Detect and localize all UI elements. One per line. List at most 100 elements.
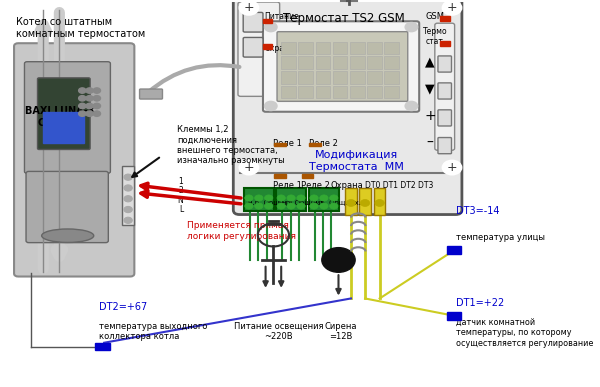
FancyBboxPatch shape	[438, 83, 451, 99]
Circle shape	[405, 22, 418, 32]
Circle shape	[124, 174, 132, 180]
Text: Питание: Питание	[265, 12, 299, 21]
Bar	[374, 188, 385, 214]
Bar	[333, 57, 347, 69]
Bar	[316, 42, 330, 55]
Bar	[447, 247, 461, 254]
Bar	[298, 57, 313, 69]
Circle shape	[277, 195, 286, 201]
Circle shape	[277, 203, 286, 209]
Circle shape	[79, 96, 86, 101]
Bar	[281, 86, 296, 98]
Bar	[281, 71, 296, 84]
Bar	[309, 188, 339, 211]
Bar	[263, 45, 272, 49]
Bar	[333, 86, 347, 98]
Circle shape	[329, 203, 338, 209]
Circle shape	[297, 203, 305, 209]
Bar	[43, 112, 85, 142]
Text: GSM: GSM	[425, 12, 445, 21]
Circle shape	[265, 101, 277, 111]
Circle shape	[310, 195, 318, 201]
Circle shape	[287, 195, 295, 201]
Text: Сир. Общ. Вх.: Сир. Общ. Вх.	[311, 199, 361, 206]
Text: н.р. Общ.н.з.: н.р. Общ.н.з.	[279, 199, 326, 206]
FancyBboxPatch shape	[435, 23, 455, 150]
Bar	[385, 71, 399, 84]
Text: +: +	[446, 1, 457, 14]
Ellipse shape	[41, 229, 94, 242]
Text: Сирена
=12В: Сирена =12В	[325, 322, 358, 341]
Bar	[281, 42, 296, 55]
Text: +: +	[424, 110, 436, 123]
Circle shape	[124, 217, 132, 223]
Circle shape	[287, 203, 295, 209]
Circle shape	[124, 196, 132, 202]
Circle shape	[86, 88, 93, 93]
Text: Охрана: Охрана	[265, 45, 295, 53]
Text: Клеммы 1,2
подключения
внешнего термостата,
изначально разомкнуты: Клеммы 1,2 подключения внешнего термоста…	[177, 125, 285, 165]
Text: +: +	[244, 161, 254, 174]
Bar	[385, 86, 399, 98]
Circle shape	[346, 200, 356, 206]
Text: +: +	[244, 1, 254, 14]
Bar	[447, 312, 461, 320]
Text: Реле 1: Реле 1	[274, 181, 302, 190]
Text: DT2=+67: DT2=+67	[99, 302, 147, 312]
Circle shape	[93, 88, 101, 93]
Text: 2: 2	[179, 186, 184, 195]
Text: температура выходного
коллектора котла: температура выходного коллектора котла	[99, 322, 208, 341]
FancyBboxPatch shape	[243, 38, 263, 57]
Bar	[350, 42, 365, 55]
Circle shape	[124, 206, 132, 212]
Bar	[316, 71, 330, 84]
Circle shape	[239, 161, 258, 175]
FancyBboxPatch shape	[26, 171, 109, 243]
Bar	[298, 86, 313, 98]
Circle shape	[443, 161, 461, 175]
Text: Питание освещения
~220В: Питание освещения ~220В	[234, 322, 323, 341]
FancyBboxPatch shape	[263, 21, 419, 112]
Bar	[350, 86, 365, 98]
FancyBboxPatch shape	[233, 0, 462, 214]
Circle shape	[245, 195, 253, 201]
Bar	[298, 71, 313, 84]
FancyBboxPatch shape	[238, 2, 280, 96]
Text: Применяется прямая
логики регулирования: Применяется прямая логики регулирования	[187, 221, 296, 241]
Circle shape	[86, 96, 93, 101]
Circle shape	[297, 195, 305, 201]
Text: датчик комнатной
температуры, по которому
осуществляется регулирование: датчик комнатной температуры, по котором…	[455, 318, 593, 348]
FancyBboxPatch shape	[438, 56, 451, 72]
Circle shape	[79, 111, 86, 116]
Text: BAXI LUNA-3
Comfort: BAXI LUNA-3 Comfort	[25, 106, 95, 128]
Circle shape	[375, 200, 385, 206]
Circle shape	[329, 195, 338, 201]
Text: Термостат TS2 GSM: Термостат TS2 GSM	[283, 12, 404, 25]
Circle shape	[86, 111, 93, 116]
Text: температура улицы: температура улицы	[455, 233, 545, 242]
Bar	[367, 86, 382, 98]
Bar	[263, 19, 272, 23]
Bar	[385, 42, 399, 55]
Circle shape	[254, 203, 263, 209]
Text: N: N	[178, 196, 184, 205]
Bar	[440, 41, 451, 46]
Text: ▼: ▼	[425, 82, 435, 95]
FancyBboxPatch shape	[438, 137, 451, 154]
Text: +: +	[446, 161, 457, 174]
FancyBboxPatch shape	[25, 62, 110, 173]
Circle shape	[254, 195, 263, 201]
Bar	[122, 166, 134, 225]
Text: DT3=-14: DT3=-14	[455, 206, 499, 216]
Bar	[440, 16, 451, 21]
Bar	[281, 57, 296, 69]
Circle shape	[265, 195, 273, 201]
Text: –: –	[427, 136, 434, 150]
Bar	[385, 57, 399, 69]
Bar	[244, 188, 274, 211]
Text: ▲: ▲	[425, 55, 435, 68]
Bar	[367, 57, 382, 69]
Text: DT0 DT1 DT2 DT3: DT0 DT1 DT2 DT3	[365, 181, 433, 190]
Circle shape	[361, 200, 370, 206]
Circle shape	[265, 203, 273, 209]
